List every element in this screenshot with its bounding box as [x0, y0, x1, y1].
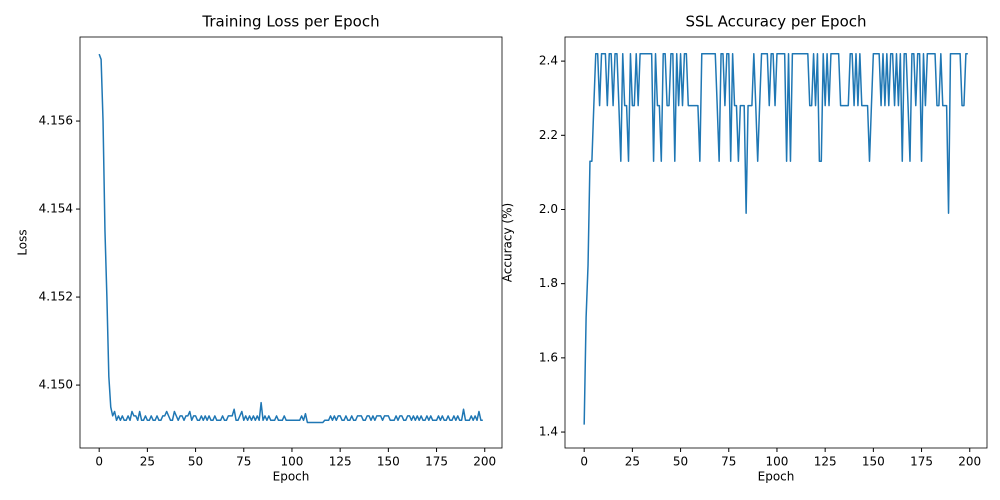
x-tick-label: 50	[673, 455, 688, 469]
plot-frame	[564, 36, 988, 449]
y-tick-label: 4.154	[39, 202, 73, 216]
x-tick-label: 25	[140, 455, 155, 469]
y-tick-label: 1.4	[539, 425, 558, 439]
x-tick-label: 125	[329, 455, 352, 469]
y-axis-label: Loss	[16, 229, 30, 255]
data-line	[583, 52, 968, 425]
chart-title: SSL Accuracy per Epoch	[685, 13, 866, 31]
x-tick-label: 100	[281, 455, 304, 469]
x-tick-label: 150	[862, 455, 885, 469]
y-tick-label: 4.156	[39, 114, 73, 128]
x-tick-label: 175	[425, 455, 448, 469]
y-tick-label: 1.6	[539, 350, 558, 364]
y-tick-label: 2.4	[539, 54, 558, 68]
x-tick-label: 175	[910, 455, 933, 469]
x-tick-label: 200	[473, 455, 496, 469]
x-tick-label: 75	[236, 455, 251, 469]
y-tick-label: 4.152	[39, 290, 73, 304]
x-tick-label: 200	[958, 455, 981, 469]
y-tick-label: 4.150	[39, 378, 73, 392]
data-line	[98, 53, 483, 424]
x-axis-label: Epoch	[758, 470, 795, 484]
plot-frame	[79, 36, 503, 449]
y-tick-label: 2.0	[539, 202, 558, 216]
x-axis-label: Epoch	[273, 470, 310, 484]
x-tick-label: 25	[625, 455, 640, 469]
x-tick-label: 50	[188, 455, 203, 469]
chart-title: Training Loss per Epoch	[201, 13, 379, 31]
y-tick-label: 1.8	[539, 276, 558, 290]
x-tick-label: 0	[95, 455, 103, 469]
y-tick-label: 2.2	[539, 128, 558, 142]
x-tick-label: 150	[377, 455, 400, 469]
x-tick-label: 100	[766, 455, 789, 469]
x-tick-label: 125	[814, 455, 837, 469]
x-tick-label: 75	[721, 455, 736, 469]
y-axis-label: Accuracy (%)	[501, 203, 515, 282]
x-tick-label: 0	[580, 455, 588, 469]
